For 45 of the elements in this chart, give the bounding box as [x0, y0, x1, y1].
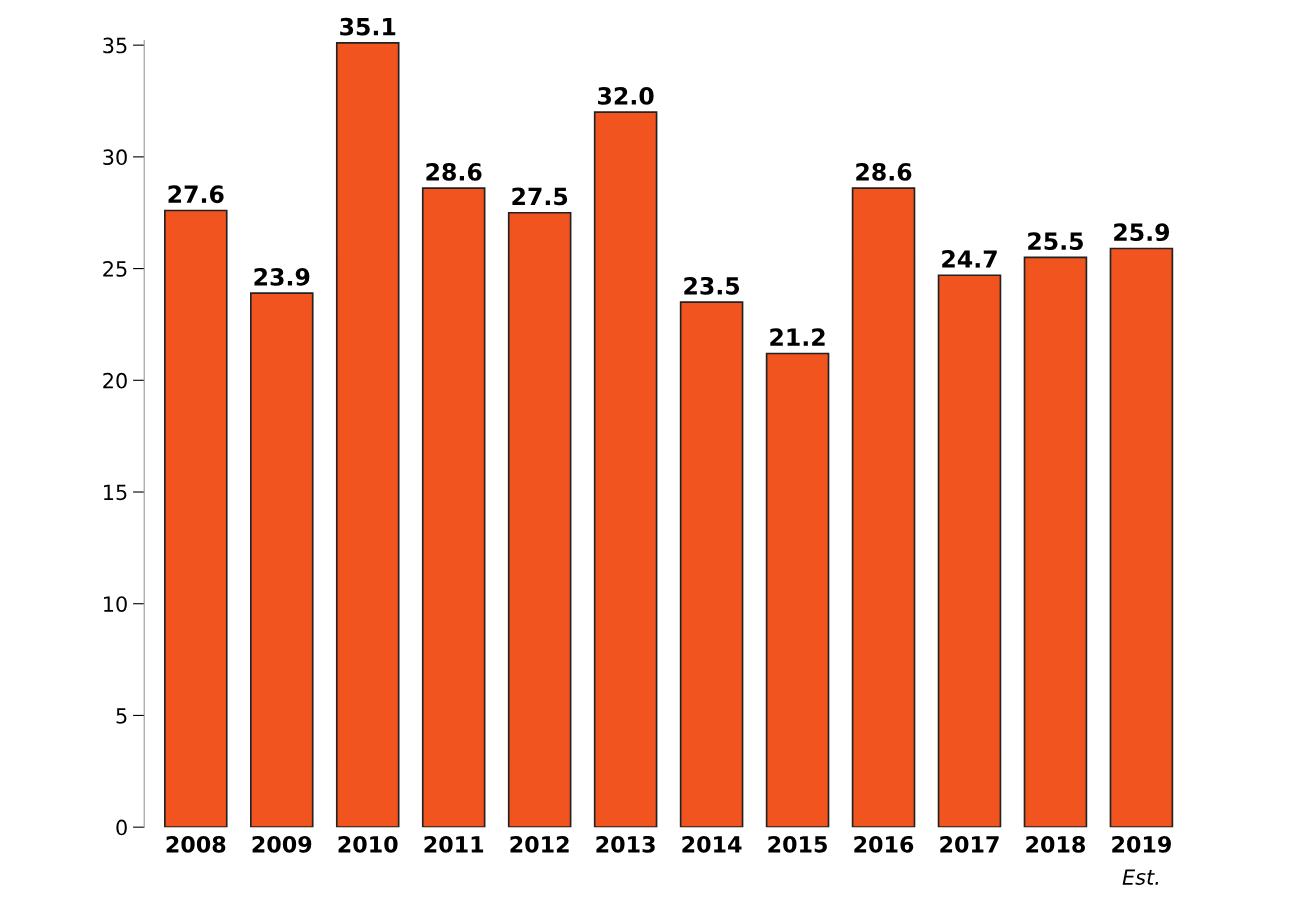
- x-tick-label: 2014: [682, 835, 742, 853]
- x-tick-label: 2013: [596, 835, 655, 853]
- bar: [593, 111, 658, 828]
- x-tick-label: 2018: [1026, 835, 1086, 853]
- data-label: 25.9: [1114, 223, 1170, 242]
- bar: [851, 187, 916, 828]
- x-tick-label: 2009: [252, 835, 312, 853]
- x-tick-label: 2008: [166, 835, 226, 853]
- x-tick-label: 2011: [424, 835, 484, 853]
- x-tick-label: 2017: [940, 835, 999, 853]
- bar: [421, 187, 486, 828]
- bar: [164, 209, 228, 828]
- y-tick-label: 30: [103, 149, 127, 166]
- data-label: 21.2: [770, 328, 825, 346]
- data-label: 24.7: [942, 250, 997, 268]
- x-tick-label: 2010: [338, 835, 398, 853]
- x-tick-label: 2012: [510, 835, 569, 853]
- y-tick-label: 35: [103, 37, 127, 54]
- y-tick-label: 20: [103, 372, 127, 389]
- y-tick-label: 15: [104, 484, 127, 501]
- y-tick-label: 5: [116, 708, 127, 724]
- y-tick-label: 0: [116, 819, 127, 836]
- bar: [937, 274, 1002, 828]
- text: Est.: [1122, 869, 1159, 885]
- bar: [679, 301, 744, 828]
- data-label: 23.9: [254, 267, 310, 286]
- bar: [335, 42, 400, 828]
- data-label: 25.5: [1028, 232, 1083, 251]
- data-label: 32.0: [598, 86, 654, 105]
- x-tick-label: 2016: [854, 835, 914, 853]
- data-label: 28.6: [426, 162, 482, 181]
- data-label: 23.5: [684, 276, 740, 295]
- x-tick-label: 2019: [1112, 835, 1171, 853]
- bar: [1023, 256, 1088, 828]
- x-tick-label: 2015: [768, 835, 827, 853]
- bar: [249, 292, 314, 828]
- y-tick-label: 10: [104, 596, 127, 612]
- bar: [507, 211, 572, 828]
- y-tick-label: 25: [103, 261, 127, 277]
- data-label: 28.6: [856, 162, 912, 181]
- data-label: 35.1: [340, 17, 396, 36]
- data-label: 27.6: [168, 185, 224, 204]
- data-label: 27.5: [512, 187, 568, 206]
- bar: [1109, 247, 1174, 828]
- bar: [765, 352, 830, 828]
